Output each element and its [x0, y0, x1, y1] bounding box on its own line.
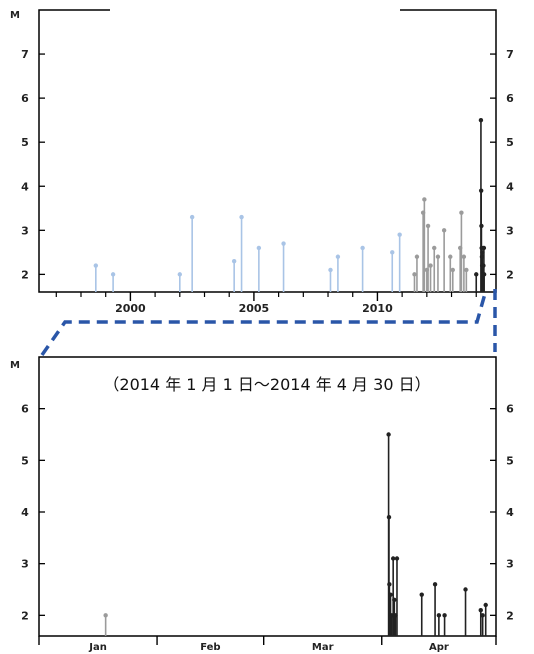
month-label-jan: Jan: [88, 642, 107, 653]
stem-point: [432, 582, 438, 587]
top-xtick-label-2000: 2000: [115, 302, 146, 315]
month-label-apr: Apr: [429, 642, 449, 653]
y-tick-label-right: 2: [506, 268, 514, 281]
y-tick-label-left: 2: [21, 609, 29, 622]
y-tick-label-left: 4: [21, 180, 29, 193]
y-tick-label-left: 5: [21, 454, 29, 467]
top-plot-frame: [38, 9, 497, 293]
stem-point: [461, 254, 467, 259]
stem-point: [386, 514, 392, 520]
stem-point: [392, 597, 397, 603]
y-tick-label-left: 4: [21, 506, 29, 519]
stem-point: [110, 272, 116, 277]
long-term-magnitude-chart: M 2 2 3 3 4 4 5 5 6 6 7 7 2000 2005 2010: [10, 4, 514, 315]
y-tick-label-right: 6: [506, 92, 514, 105]
bottom-y-axis-unit-label: M: [10, 360, 20, 371]
stem-point: [450, 267, 455, 273]
stem-point: [386, 432, 391, 437]
stem-point: [281, 241, 286, 246]
stem-point: [483, 602, 488, 608]
stem-point: [397, 232, 402, 237]
zoomed-magnitude-chart: M （2014 年 1 月 1 日～2014 年 4 月 30 日） 2 2 3 3 4…: [10, 356, 514, 653]
stem-point: [390, 250, 395, 255]
y-tick-label-left: 6: [21, 92, 29, 105]
zoom-connector-lines: [40, 289, 497, 357]
stem-point: [479, 223, 484, 229]
bottom-plot-frame: [38, 356, 497, 637]
y-tick-label-left: 3: [21, 224, 29, 237]
y-tick-label-right: 3: [506, 558, 514, 571]
stem-point: [480, 613, 485, 618]
stem-point: [428, 263, 433, 268]
stem-point: [231, 258, 237, 264]
stem-point: [388, 592, 393, 597]
stem-point: [335, 254, 341, 259]
stem-point: [93, 263, 99, 268]
stem-point: [481, 245, 487, 251]
y-tick-label-right: 5: [506, 454, 514, 467]
stem-point: [394, 556, 400, 561]
top-y-axis-unit-label: M: [10, 10, 20, 21]
stem-point: [256, 245, 262, 251]
stem-point: [414, 254, 420, 259]
stem-point: [435, 254, 441, 259]
stem-point: [239, 214, 244, 220]
y-tick-label-left: 6: [21, 403, 29, 416]
stem-point: [425, 223, 431, 229]
y-tick-label-right: 5: [506, 136, 514, 149]
y-tick-label-left: 7: [21, 48, 29, 61]
top-x-axis: [55, 292, 477, 301]
stem-point: [448, 254, 453, 259]
stem-point: [432, 245, 437, 251]
stem-point: [463, 587, 468, 592]
stem-point: [459, 210, 464, 215]
zoom-connector-left: [40, 289, 488, 357]
stem-point: [436, 613, 442, 618]
stem-point: [412, 272, 417, 277]
y-tick-label-left: 2: [21, 268, 29, 281]
bottom-x-axis: [38, 636, 497, 645]
stem-point: [360, 245, 365, 251]
stem-point: [464, 267, 469, 273]
stem-point: [474, 272, 479, 277]
bottom-chart-date-range-title: （2014 年 1 月 1 日～2014 年 4 月 30 日）: [103, 375, 430, 394]
top-stem-series: [93, 117, 487, 292]
y-tick-label-left: 3: [21, 558, 29, 571]
stem-point: [442, 613, 447, 618]
stem-point: [441, 228, 447, 233]
month-label-mar: Mar: [312, 642, 334, 653]
stem-point: [387, 582, 392, 587]
stem-point: [419, 592, 424, 597]
bottom-stem-series: [103, 432, 488, 636]
y-tick-label-right: 4: [506, 506, 514, 519]
y-tick-label-left: 5: [21, 136, 29, 149]
top-y-axis: 2 2 3 3 4 4 5 5 6 6 7 7: [21, 48, 514, 281]
stem-point: [328, 267, 333, 273]
stem-point: [478, 117, 484, 123]
y-tick-label-right: 7: [506, 48, 514, 61]
y-tick-label-right: 4: [506, 180, 514, 193]
stem-point: [481, 272, 487, 277]
stem-point: [103, 613, 108, 618]
bottom-y-axis: 2 2 3 3 4 4 5 5 6 6: [21, 403, 514, 623]
y-tick-label-right: 3: [506, 224, 514, 237]
y-tick-label-right: 2: [506, 609, 514, 622]
top-cropped-title-band: [110, 4, 400, 14]
top-xtick-label-2005: 2005: [239, 302, 270, 315]
stem-point: [478, 188, 484, 193]
stem-point: [189, 214, 195, 220]
top-xtick-label-2010: 2010: [362, 302, 393, 315]
stem-point: [478, 607, 483, 613]
month-label-feb: Feb: [200, 642, 220, 653]
y-tick-label-right: 6: [506, 403, 514, 416]
stem-point: [422, 197, 427, 202]
stem-point: [177, 272, 183, 277]
stem-point: [390, 556, 396, 561]
